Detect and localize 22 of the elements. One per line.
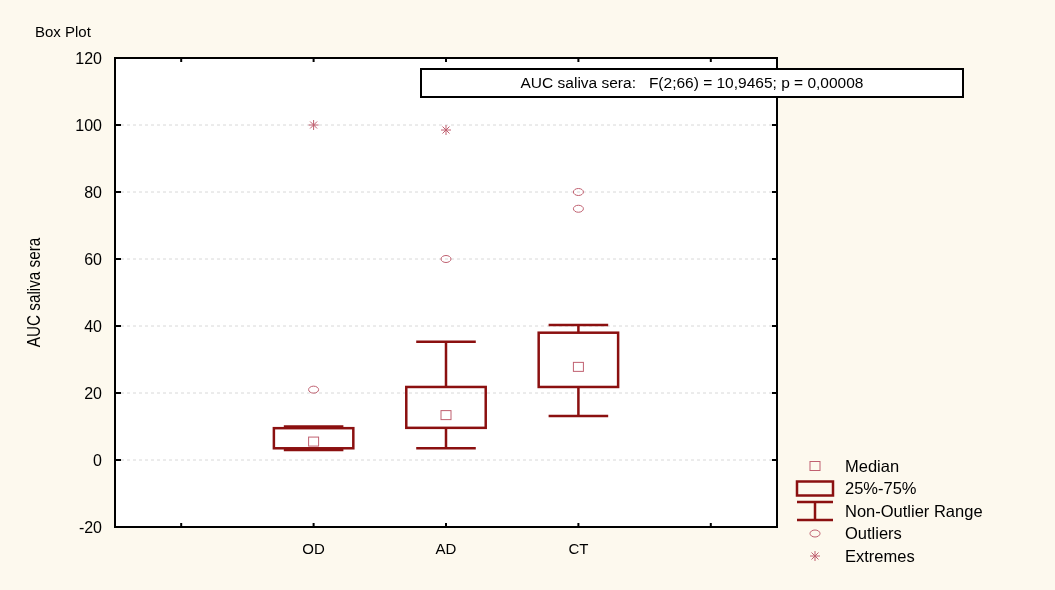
y-tick-label: 120	[75, 49, 103, 67]
point	[308, 119, 320, 131]
x-tick-label: AD	[435, 540, 457, 557]
text: Median	[845, 456, 900, 475]
x-tick-label: CT	[568, 540, 589, 557]
y-tick-label: 100	[75, 116, 103, 134]
point	[440, 124, 452, 136]
y-tick-label: 80	[84, 183, 103, 201]
legend-label: Outliers	[845, 524, 902, 543]
y-tick-label: 40	[84, 317, 103, 335]
point	[308, 385, 320, 394]
y-tick-label: -20	[78, 518, 103, 536]
legend-label: Extremes	[845, 546, 915, 565]
text: Non-Outlier Range	[845, 501, 983, 520]
y-tick-label: 60	[84, 250, 103, 268]
x-tick-label: OD	[302, 540, 326, 557]
text: 25%-75%	[845, 479, 917, 498]
y-tick-label: 20	[84, 384, 103, 402]
text: Box Plot	[35, 23, 92, 40]
annotation: AUC saliva sera: F(2;66) = 10,9465; p = 0,00008	[520, 74, 864, 92]
y-tick-label: 0	[93, 451, 103, 469]
y-axis-title: AUC saliva sera	[23, 237, 45, 348]
